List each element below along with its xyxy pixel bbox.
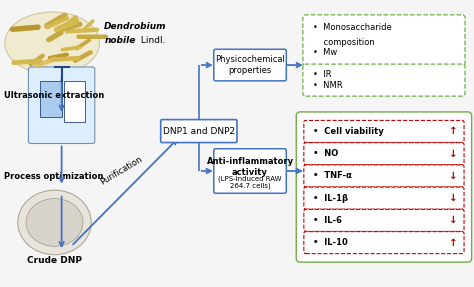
Text: ↑: ↑	[449, 126, 458, 136]
Text: nobile: nobile	[104, 36, 136, 45]
Text: DNP1 and DNP2: DNP1 and DNP2	[163, 127, 235, 135]
Text: ↓: ↓	[449, 215, 458, 225]
Ellipse shape	[26, 199, 83, 246]
Text: •  IL-1β: • IL-1β	[313, 194, 348, 203]
Text: Purification: Purification	[98, 154, 144, 187]
Ellipse shape	[18, 190, 91, 255]
Text: Lindl.: Lindl.	[138, 36, 166, 45]
FancyBboxPatch shape	[40, 81, 62, 117]
Text: Crude DNP: Crude DNP	[27, 256, 82, 265]
FancyBboxPatch shape	[304, 187, 464, 209]
FancyBboxPatch shape	[304, 121, 464, 142]
FancyBboxPatch shape	[28, 67, 95, 144]
Text: Process optimization: Process optimization	[4, 172, 103, 181]
FancyBboxPatch shape	[296, 112, 472, 262]
Text: •  IR
•  NMR: • IR • NMR	[313, 70, 343, 90]
Text: ↓: ↓	[449, 193, 458, 203]
Text: •  Cell viability: • Cell viability	[313, 127, 383, 136]
FancyBboxPatch shape	[214, 149, 286, 193]
Text: ↓: ↓	[449, 171, 458, 181]
Text: ↑: ↑	[449, 238, 458, 248]
FancyBboxPatch shape	[304, 143, 464, 165]
Text: (LPS-induced RAW
264.7 cells): (LPS-induced RAW 264.7 cells)	[219, 175, 282, 189]
Text: •  IL-6: • IL-6	[313, 216, 342, 225]
Text: Anti-inflammatory
activity: Anti-inflammatory activity	[207, 157, 293, 177]
FancyBboxPatch shape	[303, 64, 465, 96]
FancyBboxPatch shape	[304, 165, 464, 187]
Text: Dendrobium: Dendrobium	[104, 22, 167, 31]
FancyBboxPatch shape	[214, 49, 286, 81]
Text: •  Mw: • Mw	[313, 49, 337, 57]
Text: •  Monosaccharide: • Monosaccharide	[313, 24, 392, 32]
FancyBboxPatch shape	[304, 210, 464, 231]
Text: Physicochemical
properties: Physicochemical properties	[215, 55, 285, 75]
Text: •  IL-10: • IL-10	[313, 238, 347, 247]
FancyBboxPatch shape	[303, 15, 465, 66]
Ellipse shape	[5, 12, 100, 74]
Text: ↓: ↓	[449, 149, 458, 159]
Text: •  NO: • NO	[313, 149, 338, 158]
Text: composition: composition	[313, 38, 374, 47]
FancyBboxPatch shape	[304, 232, 464, 254]
Text: Ultrasonic extraction: Ultrasonic extraction	[4, 91, 104, 100]
FancyBboxPatch shape	[161, 120, 237, 143]
Text: •  TNF-α: • TNF-α	[313, 171, 352, 181]
FancyBboxPatch shape	[64, 81, 85, 122]
